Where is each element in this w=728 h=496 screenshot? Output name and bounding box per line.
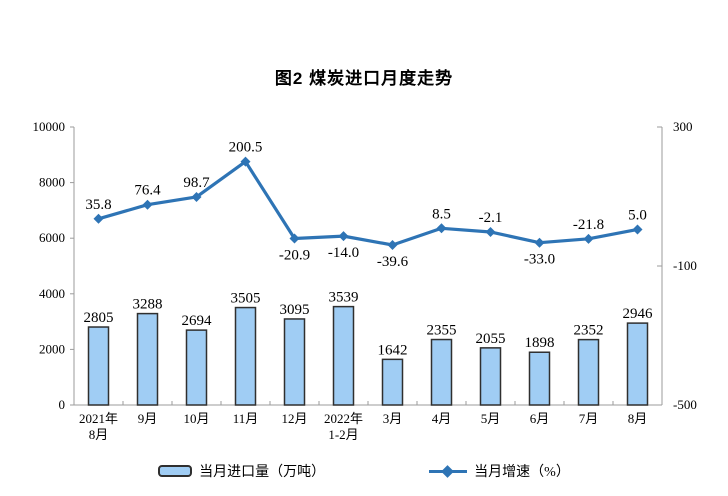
right-axis-tick-label: 300 [673,119,693,134]
x-axis-category-label: 8月 [628,411,648,426]
bar [528,351,551,406]
bar-value-label: 2352 [574,323,604,339]
bar [626,322,649,406]
x-axis-category-label: 12月 [281,411,307,426]
legend-item-imports: 当月进口量（万吨） [158,461,325,481]
bar-value-label: 3288 [133,297,163,313]
bar-value-label: 2805 [84,310,114,326]
right-axis-tick-label: -500 [673,397,697,412]
line-value-label: 5.0 [628,208,647,224]
bar-value-label: 2694 [182,313,213,329]
line-value-label: -2.1 [479,210,503,226]
bar [185,329,208,406]
line-marker-diamond-icon [338,231,349,242]
bar-value-label: 2055 [476,331,506,347]
bar [234,306,257,406]
bar-series-swatch-icon [158,465,193,477]
bar-value-label: 3539 [329,290,359,306]
legend: 当月进口量（万吨） 当月增速（%） [0,461,728,481]
x-axis-category-label: 5月 [481,411,501,426]
left-axis-tick-label: 2000 [39,341,65,356]
chart-plot-area: 0 2000 4000 6000 8000 10000 300 -100 -500 2805 328… [33,119,697,442]
line-marker-diamond-icon [387,240,398,251]
x-axis-category-label: 2022年 [324,411,363,426]
x-axis-category-label: 7月 [579,411,599,426]
bar [283,318,306,406]
line-value-label: -20.9 [279,248,310,264]
line-value-label: 35.8 [85,197,111,213]
line-marker-diamond-icon [240,156,251,167]
left-axis-tick-label: 0 [59,397,66,412]
line-value-label: -39.6 [377,254,409,270]
legend-label-imports: 当月进口量（万吨） [199,465,326,480]
x-axis-category-label: 11月 [233,411,259,426]
x-axis-category-label: 2021年 [79,411,118,426]
line-value-label: 76.4 [134,183,161,199]
bar [87,326,110,406]
x-axis-category-label: 8月 [89,427,109,442]
right-axis-tick-label: -100 [673,258,697,273]
line-marker-diamond-icon [93,213,104,224]
left-axis-tick-label: 8000 [39,175,65,190]
line-marker-diamond-icon [485,226,496,237]
line-marker-diamond-icon [142,199,153,210]
line-marker-diamond-icon [191,191,202,202]
line-series-swatch-icon [429,464,468,478]
x-axis-category-label: 9月 [138,411,158,426]
bar-value-label: 3095 [280,302,310,318]
chart-title: 图2 煤炭进口月度走势 [274,69,454,88]
x-axis-category-label: 1-2月 [328,427,358,442]
line-marker-diamond-icon [583,233,594,244]
line-value-label: 8.5 [432,206,451,222]
bar [577,338,600,406]
legend-label-growth: 当月增速（%） [474,465,570,480]
line-value-label: -33.0 [524,252,555,268]
x-axis-category-label: 6月 [530,411,550,426]
x-axis-category-label: 4月 [432,411,452,426]
bar [430,338,453,406]
x-axis-category-label: 3月 [383,411,403,426]
line-marker-diamond-icon [289,233,300,244]
growth-line [96,159,640,247]
legend-item-growth: 当月增速（%） [429,461,570,481]
line-value-label: 200.5 [229,140,263,156]
bar-value-label: 2946 [623,306,654,322]
line-marker-diamond-icon [436,223,447,234]
line-value-label: -21.8 [573,217,604,233]
bar [332,305,355,406]
left-axis-tick-label: 6000 [39,230,65,245]
x-axis-category-label: 10月 [183,411,209,426]
left-axis-tick-label: 4000 [39,286,65,301]
legend-diamond-marker [441,464,455,478]
line-value-label: -14.0 [328,245,359,261]
line-marker-diamond-icon [632,224,643,235]
bar-value-label: 2355 [427,323,457,339]
bar-value-label: 3505 [231,291,261,307]
bar [381,358,404,406]
bar-value-label: 1898 [525,335,555,351]
bar-value-label: 1642 [378,342,408,358]
bar [136,312,159,406]
bar [479,347,502,406]
line-value-label: 98.7 [183,175,210,191]
left-axis-tick-label: 10000 [33,119,66,134]
line-marker-diamond-icon [534,237,545,248]
